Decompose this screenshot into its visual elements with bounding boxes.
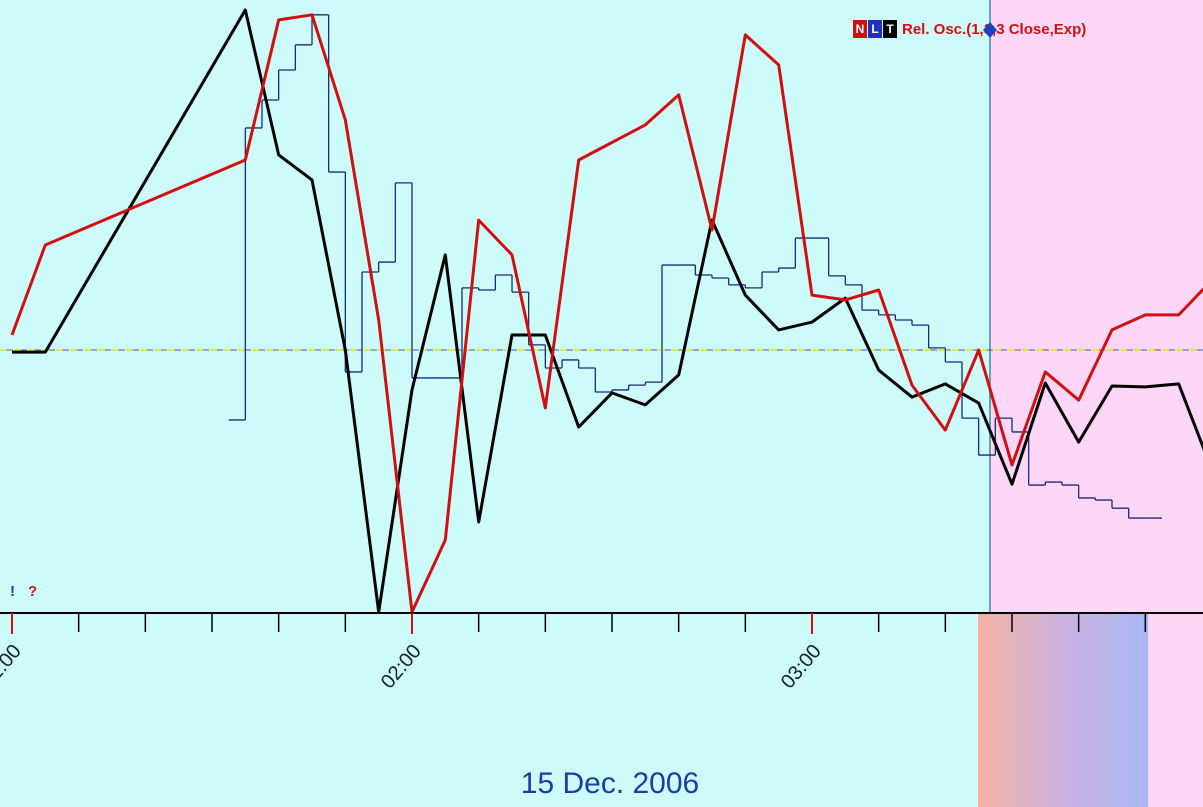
flag: ? bbox=[28, 583, 37, 600]
forecast-region bbox=[990, 0, 1203, 613]
legend-key: N bbox=[856, 22, 865, 36]
legend: N L T Rel. Osc.(1,3,3 Close,Exp) bbox=[853, 20, 1086, 38]
series-line bbox=[10, 13, 1203, 613]
series-line bbox=[12, 8, 1203, 613]
marker-diamond bbox=[983, 22, 997, 38]
flag: ! bbox=[10, 583, 15, 600]
legend-key-box bbox=[868, 20, 882, 38]
date-label: 15 Dec. 2006 bbox=[521, 767, 699, 800]
scroll-gradient bbox=[978, 614, 1148, 807]
legend-key: T bbox=[886, 22, 894, 36]
plot-area bbox=[0, 0, 1203, 613]
legend-key: L bbox=[871, 22, 878, 36]
legend-key-box bbox=[883, 20, 897, 38]
legend-key-box bbox=[853, 20, 867, 38]
right-panel bbox=[1148, 614, 1203, 807]
